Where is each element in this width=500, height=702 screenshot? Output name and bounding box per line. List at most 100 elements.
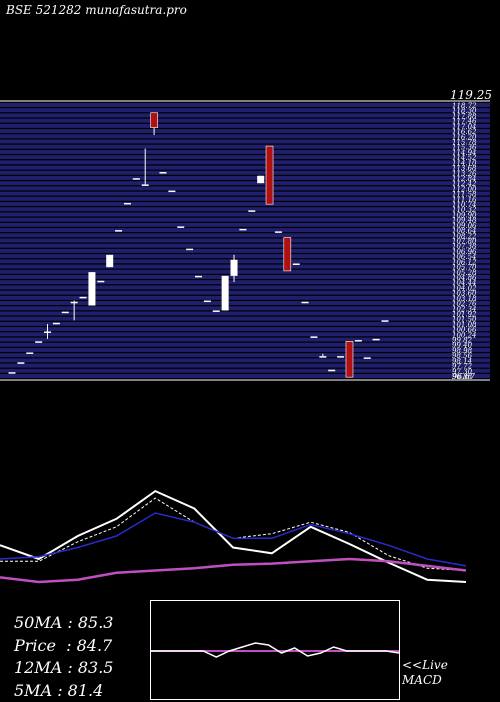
macd-label-line1: <<Live xyxy=(402,658,448,673)
candle-body xyxy=(231,260,238,276)
macd-label: <<Live MACD xyxy=(402,658,448,688)
candle-body xyxy=(159,172,166,174)
price-band xyxy=(0,322,490,326)
price-band xyxy=(0,317,490,321)
ma-series-line xyxy=(0,559,466,582)
price-band xyxy=(0,134,490,138)
candle-body xyxy=(239,229,246,231)
candle-body xyxy=(382,320,389,322)
candle-body xyxy=(71,302,78,304)
candle-body xyxy=(310,336,317,338)
price-band xyxy=(0,233,490,237)
price-band xyxy=(0,186,490,190)
candle-body xyxy=(62,312,69,314)
price-band xyxy=(0,171,490,175)
price-band xyxy=(0,327,490,331)
ma5-stat: 5MA : 81.4 xyxy=(14,680,113,702)
price-band xyxy=(0,239,490,243)
candle-body xyxy=(222,276,229,311)
candle-body xyxy=(168,191,175,193)
candle-body xyxy=(195,276,202,278)
candle-body xyxy=(302,302,309,304)
ma-series-line xyxy=(0,491,466,582)
ma12-stat: 12MA : 83.5 xyxy=(14,657,113,680)
stats-block: 50MA : 85.3 Price : 84.7 12MA : 83.5 5MA… xyxy=(14,612,113,702)
candle-body xyxy=(257,176,264,183)
ma-series-line xyxy=(0,498,466,570)
price-band xyxy=(0,139,490,143)
candle-body xyxy=(80,297,87,299)
candle-body xyxy=(151,113,158,128)
candle-body xyxy=(35,341,42,343)
price-band xyxy=(0,192,490,196)
candle-body xyxy=(9,372,16,374)
price-band xyxy=(0,155,490,159)
price-band xyxy=(0,358,490,362)
price-axis-top-label: 119.25 xyxy=(450,88,492,102)
candle-body xyxy=(142,184,149,186)
candle-body xyxy=(97,281,104,283)
moving-average-lines xyxy=(0,491,466,582)
price-band xyxy=(0,374,490,378)
price-band xyxy=(0,348,490,352)
candle-body xyxy=(346,341,353,377)
price-band xyxy=(0,181,490,185)
candle-body xyxy=(115,230,122,232)
price-axis-tick-labels: 118.72118.30117.88117.46117.04116.62116.… xyxy=(452,102,477,381)
candle-body xyxy=(26,352,33,354)
price-band xyxy=(0,270,490,274)
price-band xyxy=(0,103,490,107)
candle-body xyxy=(284,238,291,271)
candle-body xyxy=(355,340,362,342)
candle-body xyxy=(88,272,95,305)
price-band xyxy=(0,202,490,206)
candle-body xyxy=(106,255,113,267)
price-band xyxy=(0,285,490,289)
price-band xyxy=(0,113,490,117)
price-band xyxy=(0,108,490,112)
price-band xyxy=(0,244,490,248)
price-band xyxy=(0,254,490,258)
price-band xyxy=(0,249,490,253)
candle-body xyxy=(248,210,255,212)
price-band xyxy=(0,311,490,315)
candle-body xyxy=(186,249,193,251)
candle-body xyxy=(213,310,220,312)
candle-body xyxy=(319,356,326,358)
price-band xyxy=(0,207,490,211)
price-band xyxy=(0,124,490,128)
price-band xyxy=(0,265,490,269)
macd-label-line2: MACD xyxy=(402,673,448,688)
price-band xyxy=(0,296,490,300)
candle-body xyxy=(293,263,300,265)
price-bands xyxy=(0,103,490,378)
price-band xyxy=(0,275,490,279)
price-band xyxy=(0,343,490,347)
candle-body xyxy=(53,323,60,325)
candle-body xyxy=(364,357,371,359)
candle-body xyxy=(133,178,140,180)
candle-body xyxy=(124,203,131,205)
price-band xyxy=(0,129,490,133)
candle-body xyxy=(204,301,211,303)
macd-panel xyxy=(150,600,400,700)
price-band xyxy=(0,176,490,180)
price-band xyxy=(0,145,490,149)
price-band xyxy=(0,119,490,123)
candle-body xyxy=(177,226,184,228)
price-band xyxy=(0,364,490,368)
candle-body xyxy=(337,356,344,358)
price-stat: Price : 84.7 xyxy=(14,635,113,658)
price-band xyxy=(0,280,490,284)
price-band xyxy=(0,338,490,342)
price-band xyxy=(0,150,490,154)
price-band xyxy=(0,166,490,170)
price-band xyxy=(0,291,490,295)
price-band xyxy=(0,160,490,164)
price-band xyxy=(0,332,490,336)
price-band xyxy=(0,218,490,222)
price-band xyxy=(0,259,490,263)
price-axis-bottom-label: 96.67 xyxy=(452,372,476,381)
candle-body xyxy=(44,331,51,333)
